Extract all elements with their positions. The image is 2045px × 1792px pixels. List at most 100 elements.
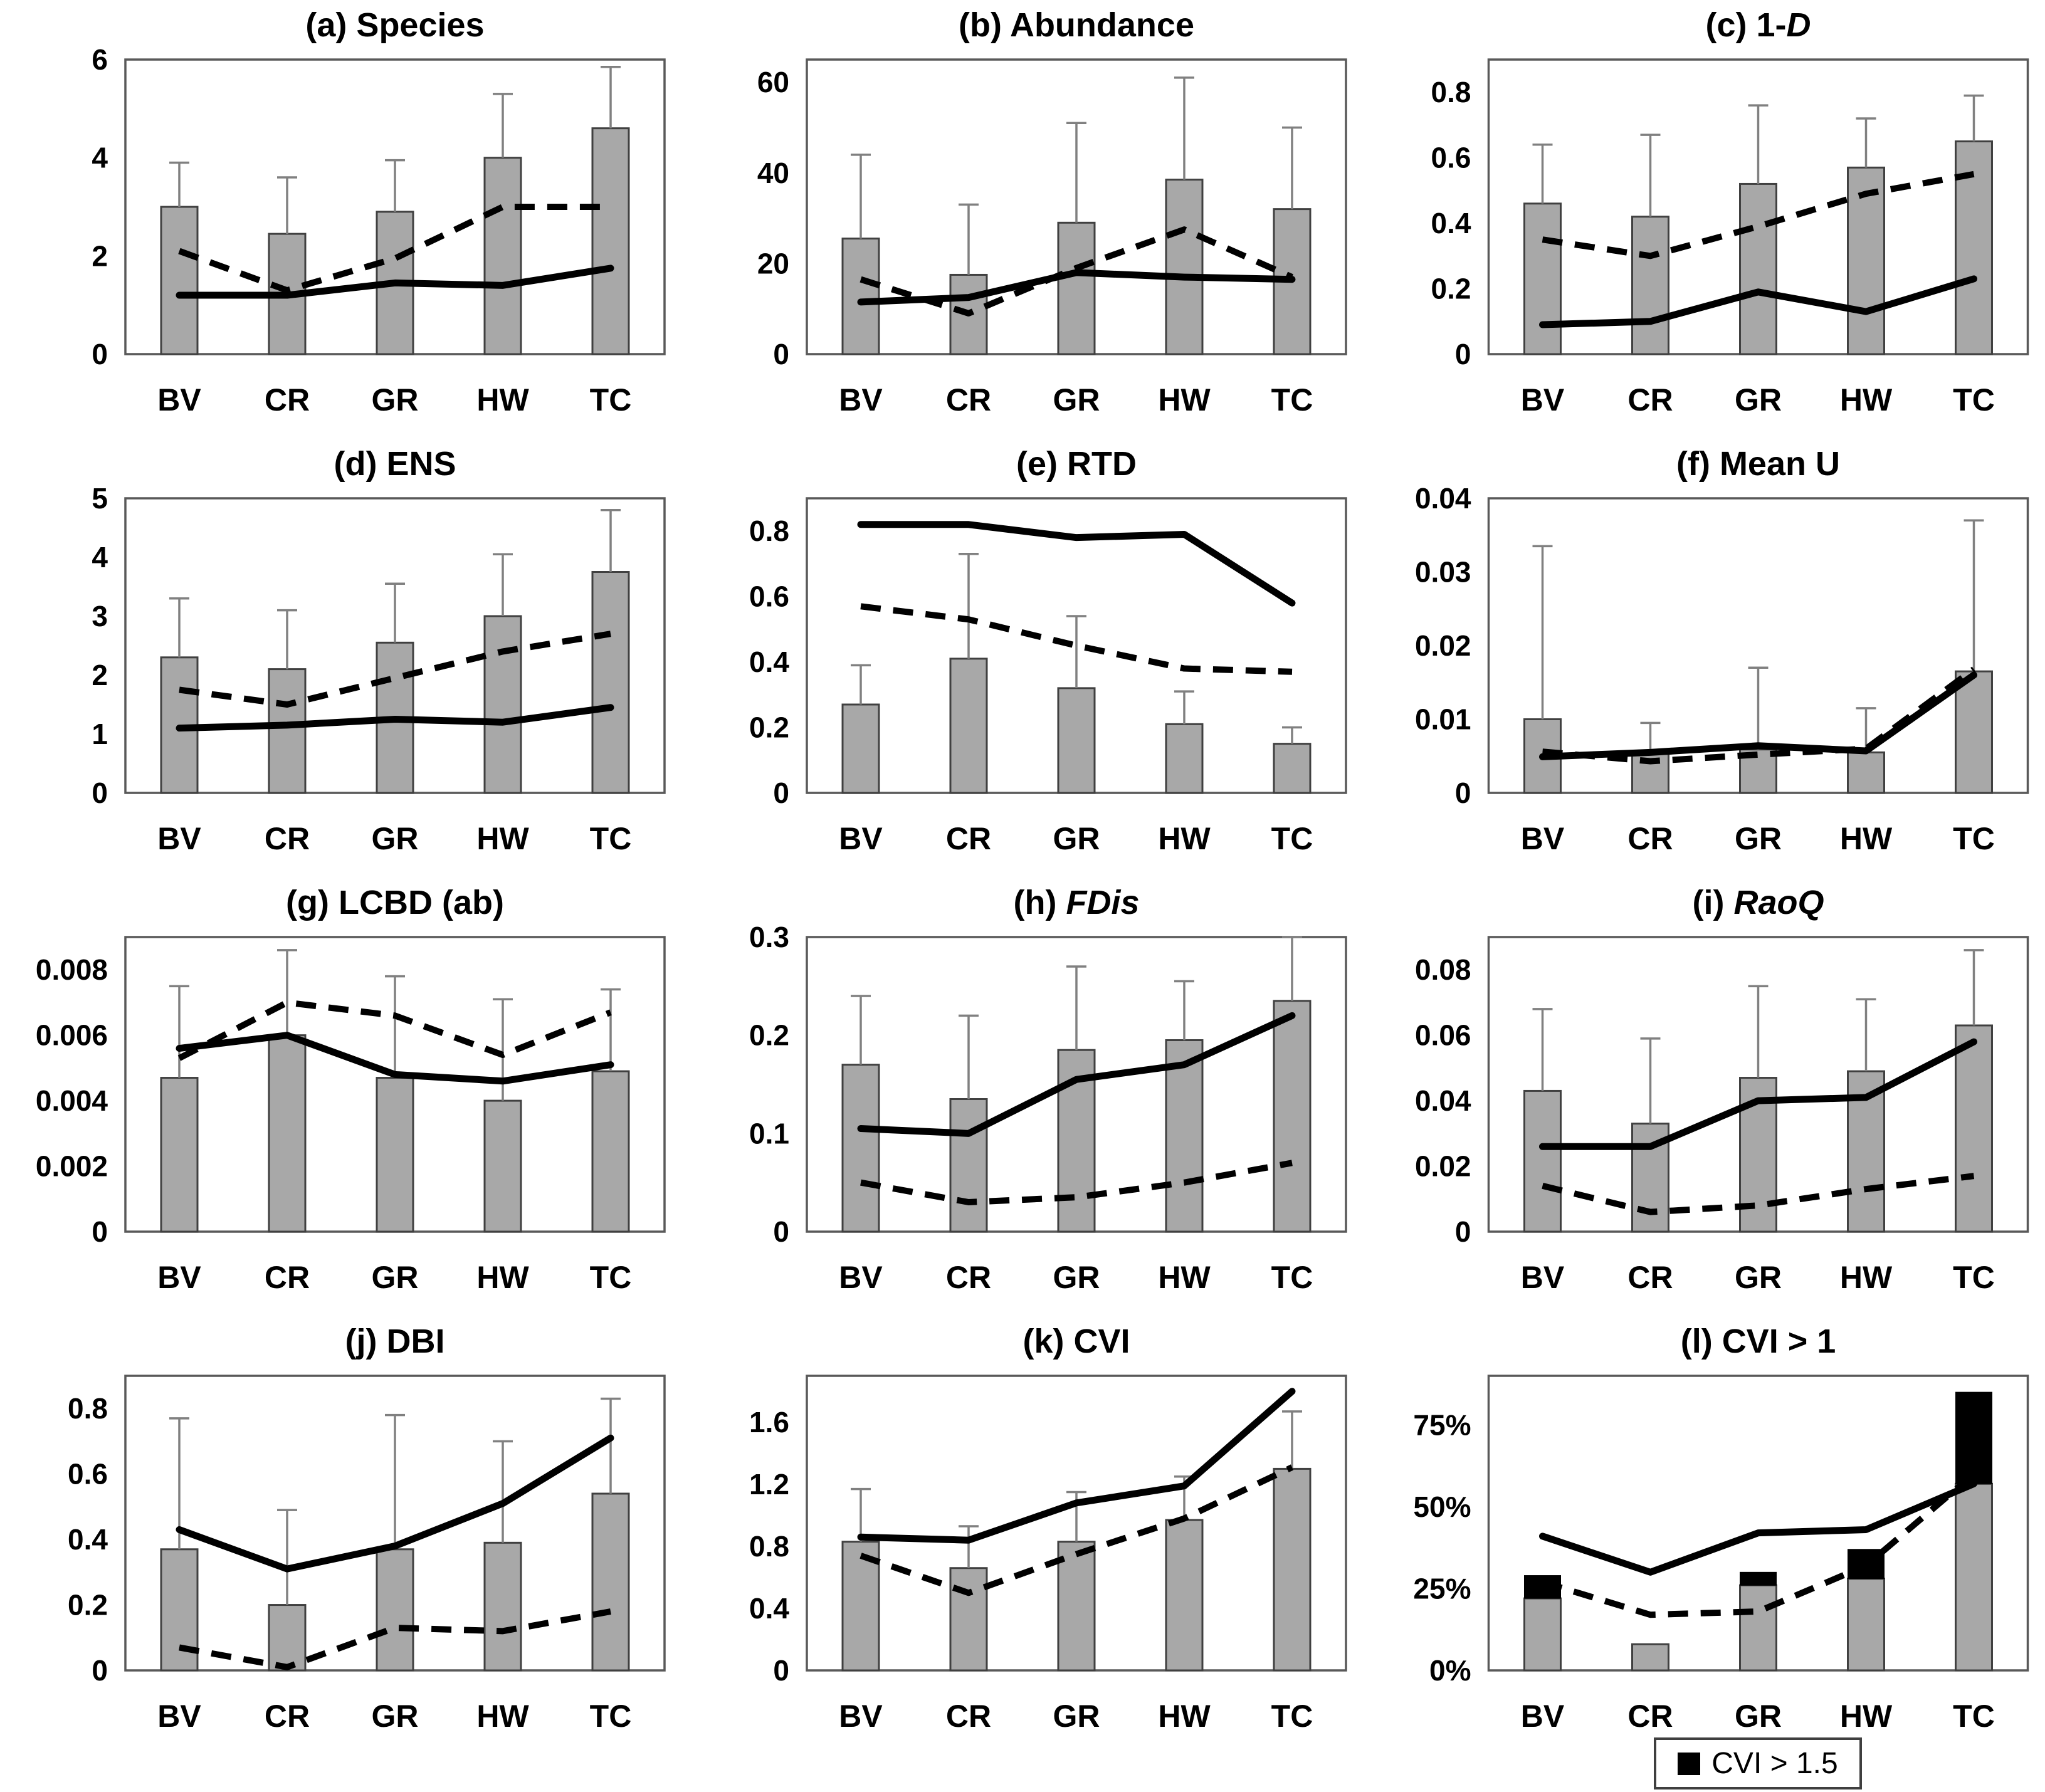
solid-line <box>176 704 614 732</box>
x-category-label-BV: BV <box>157 821 201 856</box>
bar-TC <box>1273 743 1312 794</box>
bar-GR <box>1739 1584 1777 1672</box>
dashed-line <box>177 999 612 1061</box>
chart-lcbd-ab: (g) LCBD (ab) 0 0.002 0.004 0.006 0.008 BV CR G… <box>36 884 666 1295</box>
plot-area: 0 2 4 6 BV CR GR HW TC <box>92 43 666 417</box>
x-category-label-HW: HW <box>1158 821 1211 856</box>
x-category-label-CR: CR <box>946 382 991 417</box>
solid-line <box>176 265 614 299</box>
plot-area: 0% 25% 50% 75% BV CR GR HW TC <box>1413 1375 2029 1734</box>
solid-line <box>176 1434 614 1573</box>
bar-BV <box>841 238 880 355</box>
bar-CR <box>1631 216 1669 355</box>
bar-GR <box>376 1077 414 1233</box>
x-category-label-CR: CR <box>265 382 310 417</box>
y-tick-label: 0.8 <box>749 515 789 547</box>
y-tick-label: 0 <box>92 338 108 370</box>
x-category-label-CR: CR <box>946 1260 991 1295</box>
y-tick-label: 0% <box>1429 1654 1471 1687</box>
bar-TC <box>1273 1467 1312 1672</box>
x-category-label-TC: TC <box>1271 1260 1313 1295</box>
y-tick-label: 0.002 <box>36 1150 108 1183</box>
y-tick-label: 0.6 <box>68 1458 108 1491</box>
bar-HW <box>1165 179 1204 355</box>
legend-box: CVI > 1.5 <box>1654 1737 1862 1789</box>
chart-title: (c) 1-D <box>1705 6 1811 44</box>
y-tick-label: 0.03 <box>1415 556 1471 589</box>
x-category-label-TC: TC <box>1953 821 1995 856</box>
x-category-label-HW: HW <box>476 382 529 417</box>
y-tick-label: 1.2 <box>749 1468 789 1501</box>
y-tick-label: 0.3 <box>749 921 789 953</box>
solid-line <box>1539 1480 1977 1576</box>
x-category-label-TC: TC <box>590 1260 632 1295</box>
bar-HW <box>1847 1578 1885 1672</box>
x-category-label-CR: CR <box>1627 821 1673 856</box>
bar-HW <box>483 615 522 794</box>
bar-CR <box>268 1604 307 1672</box>
chart-title: (a) Species <box>305 6 484 44</box>
bar-CR <box>949 1567 988 1672</box>
chart-rtd: (e) RTD 0 0.2 0.4 0.6 0.8 BV CR GR HW TC <box>749 445 1347 856</box>
bar-HW <box>483 1541 522 1672</box>
x-category-label-BV: BV <box>157 1699 201 1734</box>
panel-g: (g) LCBD (ab) 0 0.002 0.004 0.006 0.008 BV CR G… <box>0 878 681 1316</box>
chart-raoq: (i) RaoQ 0 0.02 0.04 0.06 0.08 BV CR GR HW TC <box>1415 884 2029 1295</box>
x-category-label-HW: HW <box>1840 821 1893 856</box>
chart-title: (b) Abundance <box>959 6 1194 44</box>
y-tick-label: 0.08 <box>1415 953 1471 986</box>
y-tick-label: 4 <box>92 541 108 574</box>
x-category-label-GR: GR <box>1735 382 1782 417</box>
panel-h: (h) FDis 0 0.1 0.2 0.3 BV CR GR HW TC <box>681 878 1363 1316</box>
x-category-label-CR: CR <box>946 821 991 856</box>
x-category-label-GR: GR <box>372 1699 419 1734</box>
chart-title: (e) RTD <box>1016 445 1137 483</box>
y-tick-label: 0.2 <box>68 1589 108 1622</box>
y-tick-label: 6 <box>92 43 108 76</box>
y-tick-label: 0.06 <box>1415 1019 1471 1052</box>
bar-GR <box>1739 182 1777 355</box>
y-tick-label: 3 <box>92 600 108 632</box>
bar-TC <box>591 127 630 355</box>
y-tick-label: 0 <box>1455 1215 1471 1248</box>
y-tick-label: 0.02 <box>1415 629 1471 662</box>
x-category-label-CR: CR <box>1627 1699 1673 1734</box>
chart-title: (h) FDis <box>1014 884 1140 921</box>
dashed-line <box>178 204 611 294</box>
chart-species: (a) Species 0 2 4 6 BV CR GR HW TC <box>92 6 666 417</box>
bar-HW <box>1847 166 1885 355</box>
y-tick-label: 0.02 <box>1415 1150 1471 1183</box>
chart-ens: (d) ENS 0 1 2 3 4 5 BV CR GR HW TC <box>92 445 666 856</box>
x-category-label-CR: CR <box>265 1699 310 1734</box>
y-tick-label: 20 <box>757 247 789 280</box>
y-tick-label: 0 <box>773 338 789 370</box>
x-category-label-BV: BV <box>839 382 883 417</box>
x-category-label-CR: CR <box>265 821 310 856</box>
x-category-label-TC: TC <box>590 382 632 417</box>
panel-i: (i) RaoQ 0 0.02 0.04 0.06 0.08 BV CR GR HW TC <box>1363 878 2045 1316</box>
bar-BV <box>160 1077 199 1233</box>
x-category-label-GR: GR <box>1053 382 1100 417</box>
bar-BV <box>841 703 880 794</box>
y-tick-label: 0.01 <box>1415 703 1471 736</box>
x-category-label-GR: GR <box>372 1260 419 1295</box>
chart-abundance: (b) Abundance 0 20 40 60 BV CR GR HW TC <box>757 6 1347 417</box>
dashed-line <box>1542 170 1975 259</box>
x-category-label-GR: GR <box>1735 821 1782 856</box>
plot-area: 0 0.1 0.2 0.3 BV CR GR HW TC <box>749 921 1347 1295</box>
bar-HW <box>1165 1519 1204 1672</box>
y-tick-label: 0 <box>92 1215 108 1248</box>
chart-title: (g) LCBD (ab) <box>286 884 504 921</box>
y-tick-label: 0 <box>92 1654 108 1687</box>
bar-BV <box>1523 1597 1562 1672</box>
bar-HW <box>1165 1039 1204 1233</box>
x-category-label-TC: TC <box>590 821 632 856</box>
dashed-line <box>860 226 1294 317</box>
chart-fdis: (h) FDis 0 0.1 0.2 0.3 BV CR GR HW TC <box>749 884 1347 1295</box>
y-tick-label: 1 <box>92 718 108 750</box>
x-category-label-GR: GR <box>1053 1260 1100 1295</box>
x-category-label-HW: HW <box>1840 1260 1893 1295</box>
bar-TC <box>1273 1000 1312 1233</box>
panel-b: (b) Abundance 0 20 40 60 BV CR GR HW TC <box>681 0 1363 439</box>
